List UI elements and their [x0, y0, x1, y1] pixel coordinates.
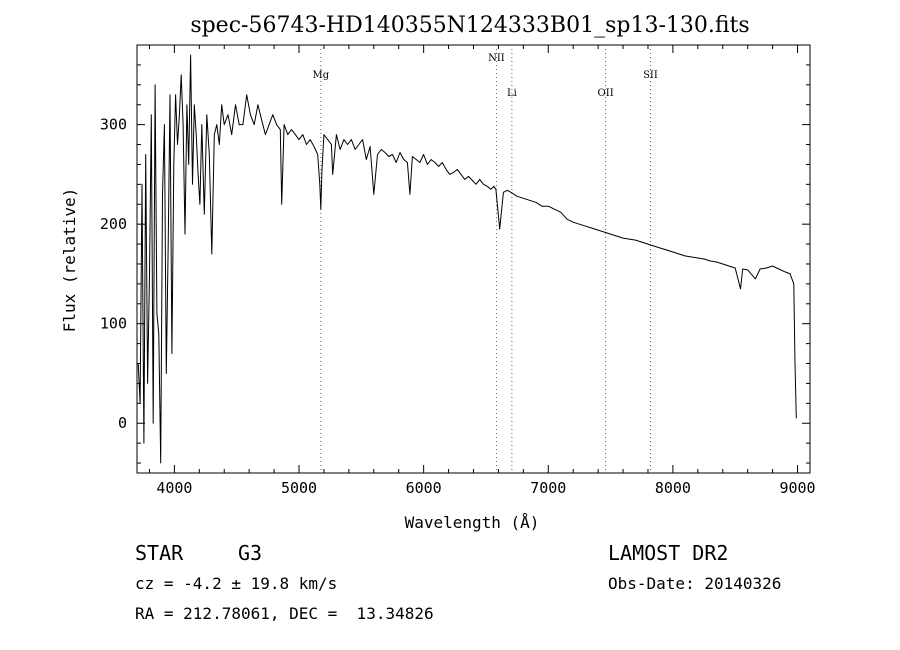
y-tick-label: 300	[100, 116, 127, 134]
coordinates-text: RA = 212.78061, DEC = 13.34826	[135, 604, 434, 623]
line-marker-label-sii: SII	[643, 70, 658, 81]
y-axis-label: Flux (relative)	[60, 188, 79, 333]
plot-area: Mg NII Li OII SII 4000 5000 6000 7000 8000 9000 0 10…	[100, 44, 816, 497]
survey-name: LAMOST DR2	[608, 541, 729, 565]
object-type: STAR	[135, 541, 184, 565]
y-tick-label: 200	[100, 215, 127, 233]
x-tick-label: 9000	[779, 479, 815, 497]
x-tick-label: 8000	[655, 479, 691, 497]
y-tick-label: 0	[118, 414, 127, 432]
obs-date: Obs-Date: 20140326	[608, 574, 782, 593]
x-axis-label: Wavelength (Å)	[405, 513, 540, 532]
x-tick-label: 5000	[281, 479, 317, 497]
y-tick-label: 100	[100, 315, 127, 333]
line-marker-label-li: Li	[507, 88, 517, 99]
plot-frame	[136, 44, 811, 474]
x-tick-label: 7000	[530, 479, 566, 497]
x-tick-label: 6000	[406, 479, 442, 497]
line-marker-label-oii: OII	[598, 88, 614, 99]
velocity-text: cz = -4.2 ± 19.8 km/s	[135, 574, 338, 593]
x-tick-label: 4000	[156, 479, 192, 497]
chart-title: spec-56743-HD140355N124333B01_sp13-130.f…	[190, 13, 749, 38]
spectrum-series-0	[137, 54, 797, 464]
line-marker-label-mg: Mg	[313, 70, 330, 81]
subclass: G3	[238, 541, 263, 565]
line-marker-label-nii: NII	[488, 53, 505, 64]
